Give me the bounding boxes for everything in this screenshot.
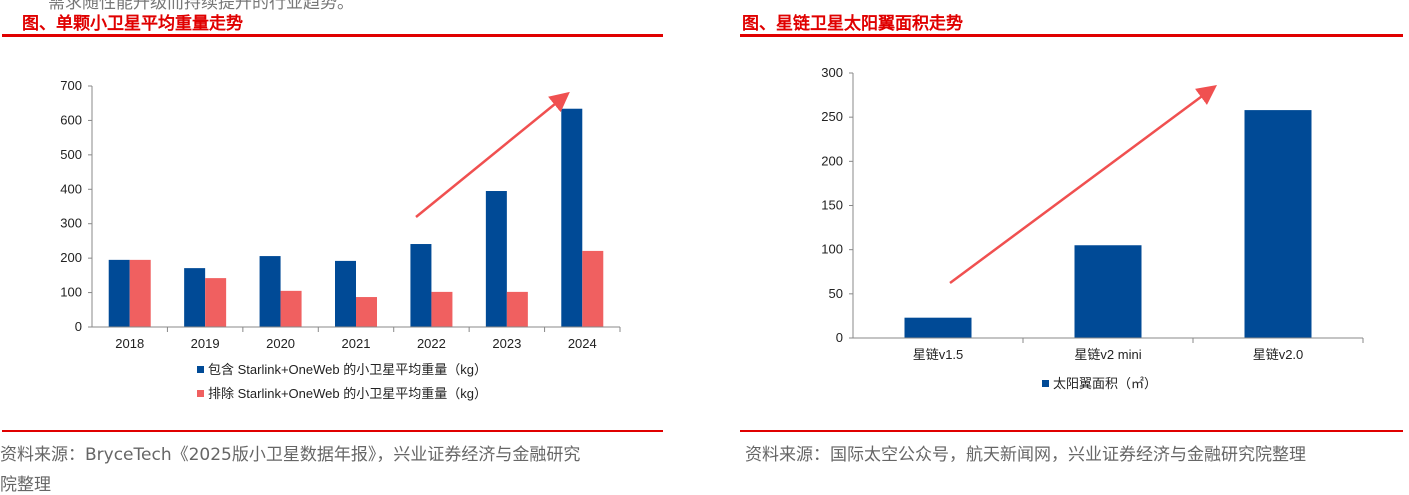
right-chart-title: 图、星链卫星太阳翼面积走势 <box>742 14 963 34</box>
y-tick-label: 700 <box>60 78 82 93</box>
bar-2 <box>129 259 151 327</box>
left-source-rule <box>2 430 663 432</box>
bar-2 <box>356 297 377 327</box>
right-title-rule <box>740 34 1403 37</box>
y-tick-label: 600 <box>60 112 82 127</box>
y-tick-label: 200 <box>60 250 82 265</box>
x-tick-label: 2018 <box>115 336 144 351</box>
y-tick-label: 200 <box>821 153 843 168</box>
body-text-fragment: 需求随性能升级而持续提升的行业趋势。 <box>48 0 354 13</box>
x-tick-label: 2019 <box>191 336 220 351</box>
x-tick-label: 星链v1.5 <box>913 347 964 362</box>
bar-1 <box>1244 110 1312 338</box>
bar-2 <box>280 290 302 327</box>
bar-1 <box>1074 245 1142 338</box>
x-tick-label: 2020 <box>266 336 295 351</box>
bar-2 <box>431 291 453 327</box>
right-source-rule <box>740 430 1403 432</box>
left-source: 资料来源：BryceTech《2025版小卫星数据年报》，兴业证券经济与金融研究 <box>0 445 581 465</box>
y-tick-label: 150 <box>821 198 843 213</box>
x-tick-label: 星链v2 mini <box>1074 347 1141 362</box>
bar-1 <box>561 108 583 327</box>
x-tick-label: 2022 <box>417 336 446 351</box>
y-tick-label: 300 <box>60 216 82 231</box>
x-tick-label: 2023 <box>492 336 521 351</box>
y-tick-label: 300 <box>821 65 843 80</box>
bar-1 <box>259 256 281 327</box>
bar-1 <box>904 317 972 338</box>
legend-swatch <box>1042 380 1049 387</box>
x-tick-label: 星链v2.0 <box>1253 347 1304 362</box>
x-tick-label: 2021 <box>342 336 371 351</box>
y-tick-label: 0 <box>75 319 82 334</box>
bar-2 <box>205 278 227 327</box>
y-tick-label: 400 <box>60 181 82 196</box>
y-tick-label: 100 <box>821 242 843 257</box>
legend-label: 太阳翼面积（㎡） <box>1053 376 1157 391</box>
right-trend-arrow <box>949 85 1218 285</box>
right-source: 资料来源：国际太空公众号，航天新闻网，兴业证券经济与金融研究院整理 <box>745 445 1306 465</box>
left-title-rule <box>2 34 663 37</box>
y-tick-label: 50 <box>829 286 843 301</box>
legend-swatch <box>197 390 204 397</box>
legend-swatch <box>197 366 204 373</box>
legend-label: 排除 Starlink+OneWeb 的小卫星平均重量（kg） <box>208 386 487 401</box>
left-chart-title: 图、单颗小卫星平均重量走势 <box>22 14 243 34</box>
legend-label: 包含 Starlink+OneWeb 的小卫星平均重量（kg） <box>208 362 487 377</box>
x-tick-label: 2024 <box>568 336 597 351</box>
bar-1 <box>335 260 356 327</box>
y-tick-label: 250 <box>821 109 843 124</box>
left-trend-arrow <box>415 91 570 218</box>
y-tick-label: 500 <box>60 147 82 162</box>
bar-1 <box>184 268 206 327</box>
y-tick-label: 100 <box>60 285 82 300</box>
y-tick-label: 0 <box>836 330 843 345</box>
bar-2 <box>506 291 528 327</box>
bar-2 <box>582 250 604 327</box>
bar-1 <box>485 191 507 327</box>
bar-1 <box>108 259 130 327</box>
bar-1 <box>410 244 432 327</box>
